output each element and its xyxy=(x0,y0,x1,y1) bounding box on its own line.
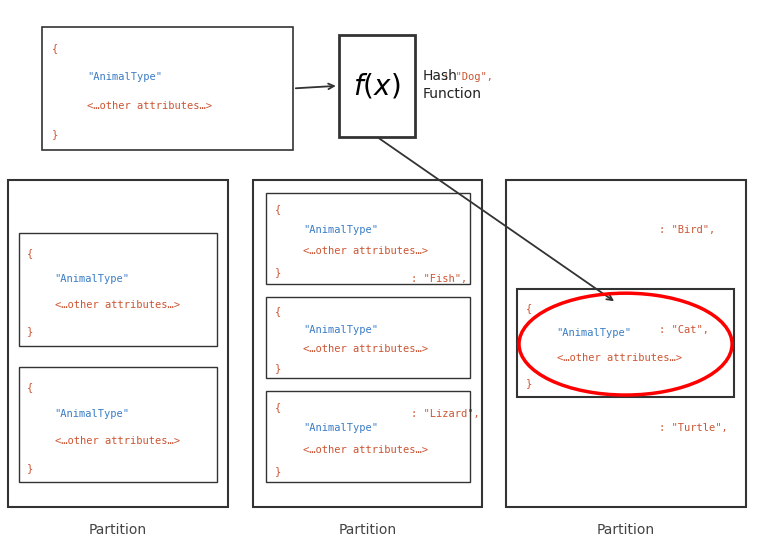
Text: {: { xyxy=(275,402,281,412)
Text: "AnimalType": "AnimalType" xyxy=(303,423,378,434)
Text: {: { xyxy=(526,303,533,313)
Text: }: } xyxy=(526,378,533,388)
Text: "AnimalType": "AnimalType" xyxy=(87,72,162,82)
Text: <…other attributes…>: <…other attributes…> xyxy=(556,353,682,363)
Bar xyxy=(266,391,470,482)
Bar xyxy=(8,180,228,507)
Text: <…other attributes…>: <…other attributes…> xyxy=(303,246,428,256)
Text: Partition: Partition xyxy=(89,523,147,536)
Bar xyxy=(19,367,217,482)
Text: <…other attributes…>: <…other attributes…> xyxy=(87,101,212,110)
Text: }: } xyxy=(27,326,33,336)
Bar xyxy=(266,297,470,378)
Text: "AnimalType": "AnimalType" xyxy=(556,328,632,338)
Text: : "Fish",: : "Fish", xyxy=(411,274,467,284)
Text: }: } xyxy=(52,129,58,139)
Text: {: { xyxy=(52,43,58,53)
Text: : "Bird",: : "Bird", xyxy=(659,225,715,235)
Text: "AnimalType": "AnimalType" xyxy=(303,225,378,235)
Text: : "Cat",: : "Cat", xyxy=(659,325,709,335)
Text: "AnimalType": "AnimalType" xyxy=(55,409,129,419)
Bar xyxy=(517,289,734,397)
Bar xyxy=(42,27,293,150)
Text: : "Turtle",: : "Turtle", xyxy=(659,423,728,434)
Bar xyxy=(19,233,217,346)
Text: {: { xyxy=(27,382,33,392)
Bar xyxy=(266,193,470,284)
Text: : "Lizard",: : "Lizard", xyxy=(411,409,479,419)
Text: Function: Function xyxy=(422,87,482,101)
Text: : "Dog",: : "Dog", xyxy=(443,72,493,82)
Bar xyxy=(506,180,746,507)
Text: {: { xyxy=(27,248,33,258)
Text: }: } xyxy=(27,463,33,473)
Text: }: } xyxy=(275,267,281,278)
Text: }: } xyxy=(275,362,281,373)
Text: <…other attributes…>: <…other attributes…> xyxy=(55,300,180,310)
Text: }: } xyxy=(275,466,281,476)
Bar xyxy=(253,180,482,507)
Bar xyxy=(339,35,415,137)
Text: Partition: Partition xyxy=(597,523,655,536)
Text: <…other attributes…>: <…other attributes…> xyxy=(55,436,180,446)
Text: Partition: Partition xyxy=(339,523,396,536)
Text: <…other attributes…>: <…other attributes…> xyxy=(303,344,428,354)
Text: "AnimalType": "AnimalType" xyxy=(303,325,378,335)
Text: Hash: Hash xyxy=(422,69,457,83)
Text: $f(x)$: $f(x)$ xyxy=(353,71,400,100)
Text: "AnimalType": "AnimalType" xyxy=(55,274,129,284)
Text: {: { xyxy=(275,204,281,214)
Text: <…other attributes…>: <…other attributes…> xyxy=(303,444,428,455)
Text: {: { xyxy=(275,307,281,316)
